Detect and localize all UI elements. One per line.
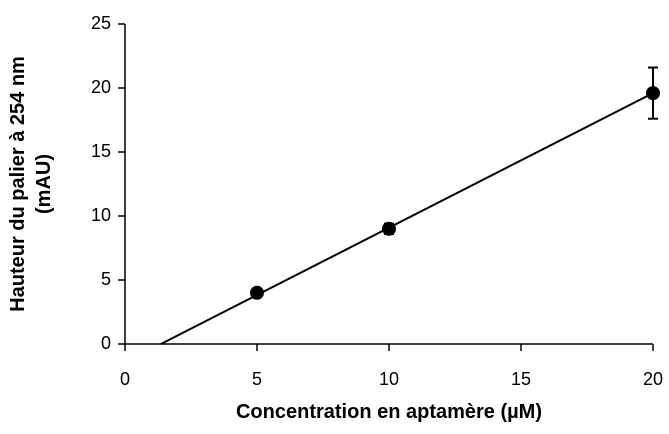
x-tick-label: 20 — [643, 369, 663, 389]
point — [646, 86, 660, 101]
x-tick-label: 15 — [511, 369, 531, 389]
y-tick-label: 25 — [91, 13, 111, 33]
x-tick-label: 5 — [252, 369, 262, 389]
y-axis-title-line: Hauteur du palier à 254 nm — [7, 56, 29, 312]
x-tick-label: 10 — [379, 369, 399, 389]
point — [250, 285, 264, 300]
y-tick-label: 0 — [101, 333, 111, 353]
x-axis-title: Concentration en aptamère (µM) — [236, 401, 542, 423]
point — [382, 221, 396, 236]
y-axis-title-line: (mAU) — [33, 154, 55, 214]
y-tick-label: 10 — [91, 205, 111, 225]
y-tick-label: 20 — [91, 77, 111, 97]
y-axis-title: Hauteur du palier à 254 nm (mAU) — [7, 56, 55, 312]
y-tick-label: 15 — [91, 141, 111, 161]
y-tick-label: 5 — [101, 269, 111, 289]
x-tick-label: 0 — [120, 369, 130, 389]
fit-line — [160, 92, 654, 345]
